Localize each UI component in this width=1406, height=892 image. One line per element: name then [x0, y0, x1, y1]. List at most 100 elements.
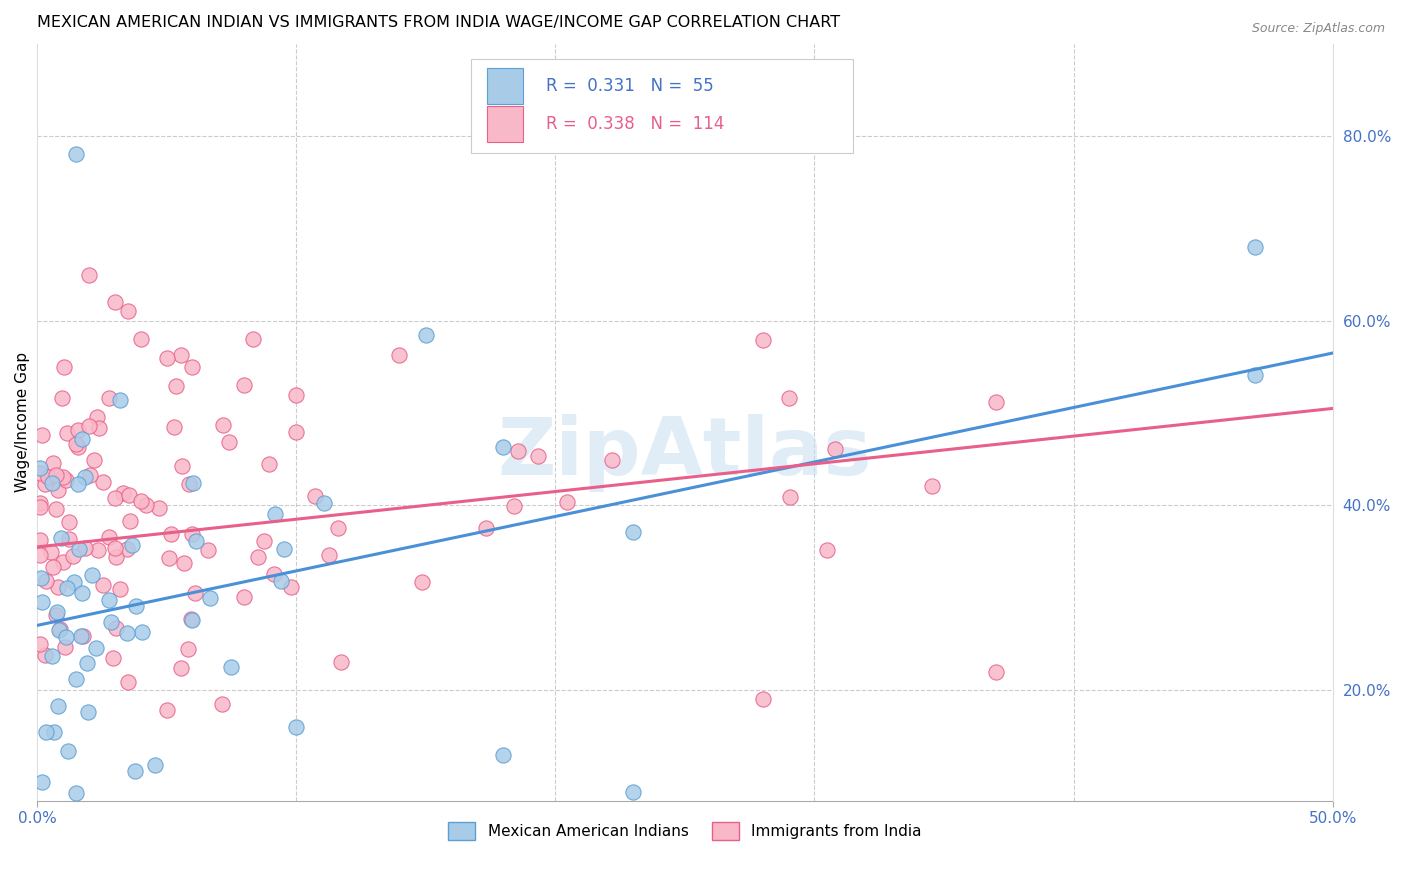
Y-axis label: Wage/Income Gap: Wage/Income Gap: [15, 352, 30, 492]
Point: [502, 499, 524, 513]
Text: R =  0.331   N =  55: R = 0.331 N = 55: [546, 77, 714, 95]
Bar: [486, 106, 523, 142]
Point: [34, 648, 56, 663]
Point: [253, 533, 276, 548]
Point: [31, 775, 53, 789]
Point: [104, 295, 127, 310]
Point: [67, 424, 90, 438]
Point: [35, 725, 58, 739]
Point: [751, 333, 773, 347]
Point: [984, 394, 1007, 409]
Point: [42, 725, 65, 739]
Point: [46, 699, 69, 714]
Point: [73, 470, 96, 484]
Point: [45, 608, 67, 623]
Point: [621, 784, 644, 798]
Point: [170, 348, 193, 362]
Point: [527, 449, 550, 463]
Point: [1244, 368, 1267, 382]
Point: [181, 614, 204, 628]
Point: [83, 453, 105, 467]
Point: [65, 147, 87, 161]
Point: [48, 623, 70, 637]
Point: [257, 457, 280, 471]
Point: [779, 491, 801, 505]
Point: [108, 582, 131, 596]
Point: [247, 549, 270, 564]
Point: [53, 640, 76, 654]
Point: [170, 661, 193, 675]
Point: [135, 498, 157, 512]
Point: [28, 533, 51, 548]
Point: [105, 621, 128, 635]
Point: [51, 531, 73, 545]
Point: [165, 379, 187, 393]
Point: [77, 705, 100, 719]
Point: [492, 747, 515, 762]
Point: [172, 458, 194, 473]
Point: [218, 435, 240, 450]
Text: ZipAtlas: ZipAtlas: [498, 414, 872, 491]
Text: MEXICAN AMERICAN INDIAN VS IMMIGRANTS FROM INDIA WAGE/INCOME GAP CORRELATION CHA: MEXICAN AMERICAN INDIAN VS IMMIGRANTS FR…: [37, 15, 839, 30]
Point: [30, 571, 52, 585]
Point: [28, 496, 51, 510]
Point: [79, 467, 101, 482]
Point: [70, 585, 93, 599]
Point: [39, 545, 62, 559]
Point: [97, 391, 120, 405]
Point: [415, 328, 437, 343]
Point: [55, 474, 77, 488]
Point: [177, 642, 200, 657]
Point: [41, 649, 63, 664]
Point: [181, 526, 204, 541]
Point: [56, 744, 79, 758]
Point: [66, 477, 89, 491]
Point: [65, 673, 87, 687]
Point: [181, 475, 204, 490]
Point: [118, 514, 141, 528]
Point: [815, 542, 838, 557]
Point: [329, 656, 352, 670]
Point: [56, 582, 79, 596]
Point: [28, 500, 51, 515]
Point: [233, 590, 256, 604]
Point: [76, 657, 98, 671]
Point: [159, 527, 181, 541]
Point: [148, 501, 170, 516]
Point: [37, 469, 59, 483]
Point: [52, 555, 75, 569]
Point: [388, 348, 411, 362]
Point: [264, 507, 287, 521]
Point: [91, 578, 114, 592]
Point: [87, 542, 110, 557]
Point: [31, 428, 53, 442]
Point: [104, 491, 127, 505]
Point: [65, 786, 87, 800]
Point: [621, 524, 644, 539]
Point: [46, 483, 69, 498]
Point: [55, 630, 77, 644]
Point: [285, 720, 308, 734]
Point: [233, 378, 256, 392]
Point: [778, 391, 800, 405]
Point: [91, 475, 114, 489]
Point: [155, 703, 177, 717]
Point: [70, 433, 93, 447]
Point: [45, 468, 67, 483]
Point: [984, 665, 1007, 679]
Point: [124, 764, 146, 779]
Point: [104, 549, 127, 564]
Point: [87, 421, 110, 435]
Point: [117, 674, 139, 689]
Point: [115, 541, 138, 556]
Point: [115, 625, 138, 640]
Point: [219, 659, 242, 673]
Point: [1244, 240, 1267, 254]
Bar: [486, 68, 523, 104]
Point: [129, 332, 152, 346]
Point: [179, 477, 201, 491]
Point: [66, 440, 89, 454]
Legend: Mexican American Indians, Immigrants from India: Mexican American Indians, Immigrants fro…: [441, 816, 928, 847]
Point: [273, 541, 295, 556]
Bar: [471, 59, 853, 153]
